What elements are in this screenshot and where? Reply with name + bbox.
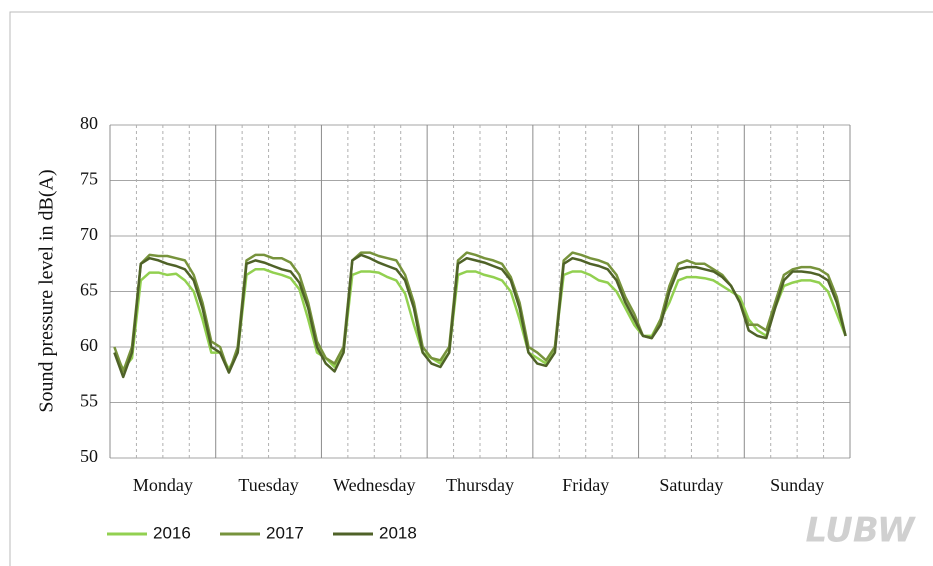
x-tick-label: Friday [562, 475, 609, 495]
x-tick-label: Tuesday [238, 475, 298, 495]
x-tick-label: Saturday [659, 475, 723, 495]
legend-label: 2016 [153, 523, 191, 542]
y-tick-label: 80 [80, 113, 98, 133]
x-tick-label: Wednesday [333, 475, 416, 495]
series-line [113, 251, 847, 374]
x-tick-label: Monday [133, 475, 193, 495]
y-axis-label: Sound pressure level in dB(A) [36, 169, 58, 412]
y-tick-label: 55 [80, 391, 98, 411]
series-line [113, 253, 847, 379]
y-tick-label: 70 [80, 224, 98, 244]
y-tick-label: 65 [80, 280, 98, 300]
y-tick-label: 50 [80, 446, 98, 466]
y-tick-label: 75 [80, 169, 98, 189]
y-tick-label: 60 [80, 335, 98, 355]
x-tick-label: Thursday [446, 475, 514, 495]
frame [9, 11, 933, 566]
x-tick-label: Sunday [770, 475, 824, 495]
logo: LUBW [806, 511, 916, 551]
legend-label: 2018 [379, 523, 417, 542]
legend-label: 2017 [266, 523, 304, 542]
